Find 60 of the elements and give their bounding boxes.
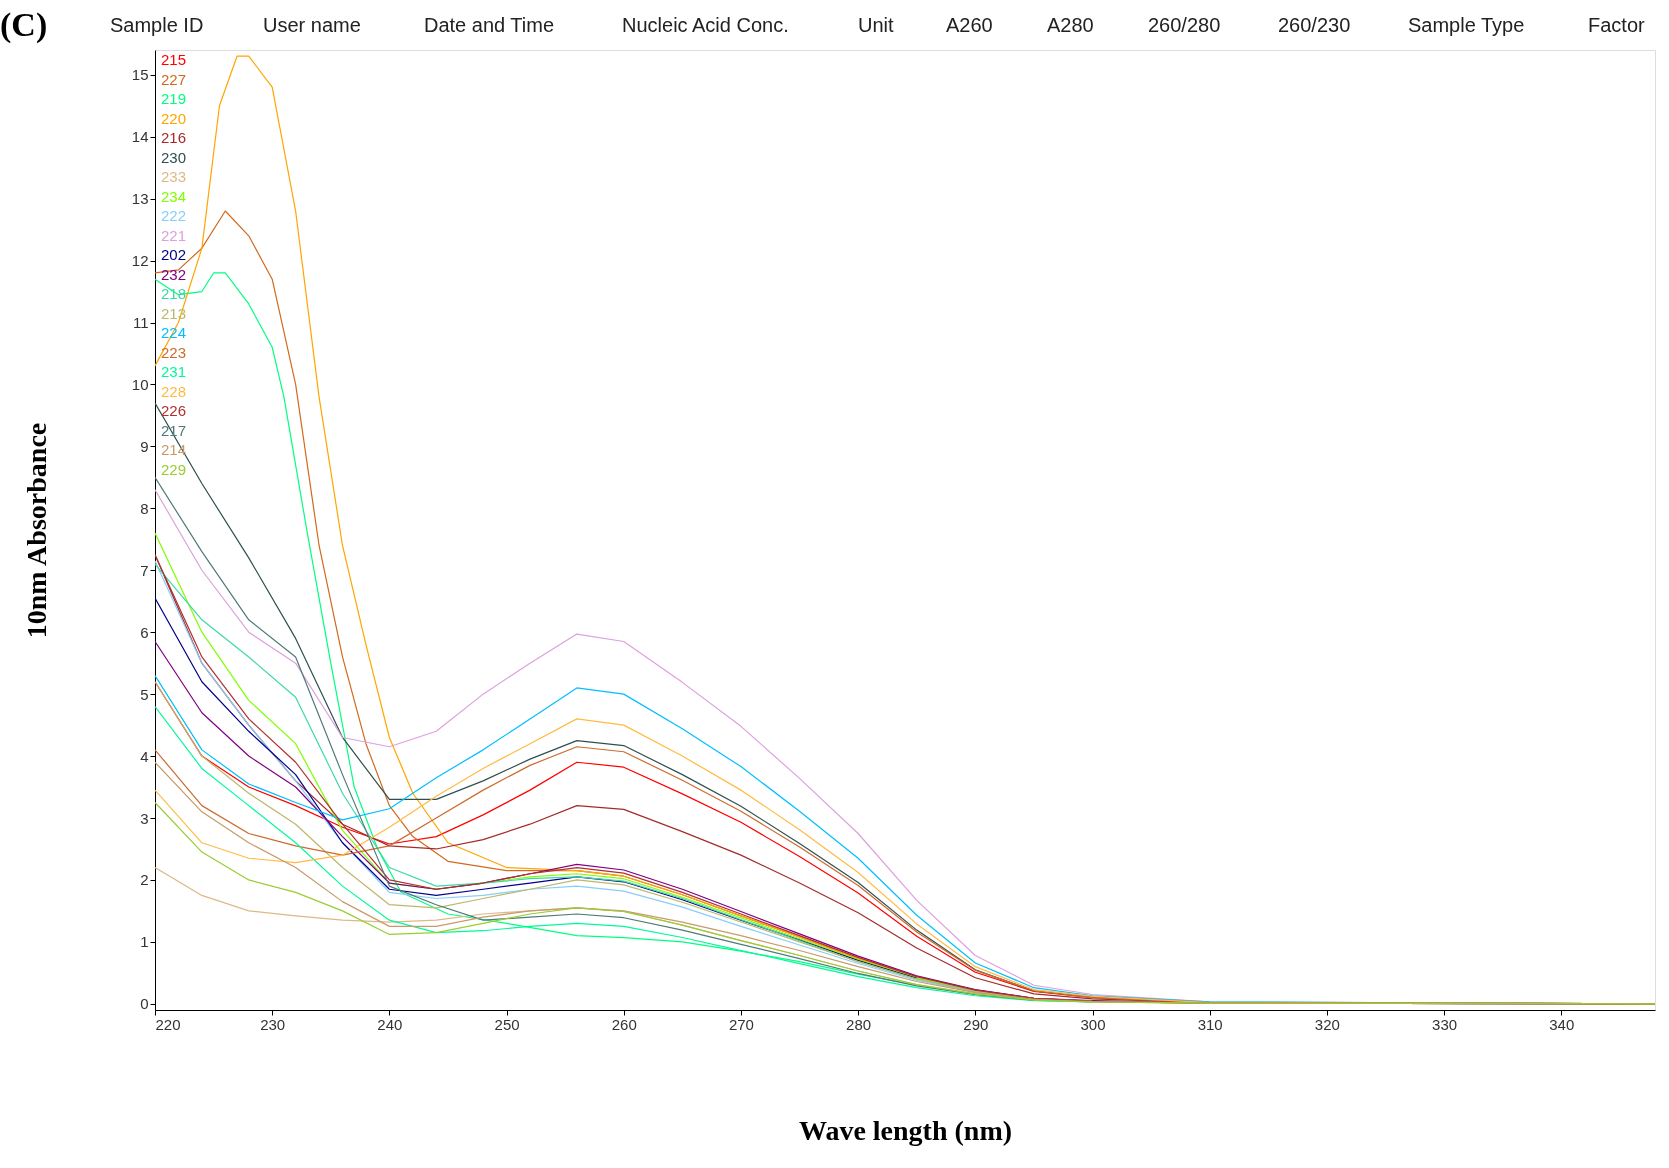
text: Nucleic Acid Conc. bbox=[622, 14, 789, 36]
text: 234 bbox=[161, 187, 187, 205]
y-tick-label: 0 bbox=[140, 995, 149, 1013]
x-tick-label: 340 bbox=[1549, 1015, 1575, 1033]
text: 232 bbox=[161, 265, 187, 283]
y-tick-label: 11 bbox=[132, 314, 149, 332]
text: 260/280 bbox=[1148, 14, 1221, 36]
x-tick-label: 330 bbox=[1432, 1015, 1458, 1033]
y-tick-label: 5 bbox=[140, 685, 149, 703]
text: 202 bbox=[161, 246, 187, 263]
text: 220 bbox=[161, 109, 187, 127]
y-tick-label: 4 bbox=[140, 747, 149, 765]
text: Sample ID bbox=[110, 14, 204, 36]
text: 223 bbox=[161, 343, 187, 361]
chart-title: (C) bbox=[0, 6, 48, 44]
text: 260/230 bbox=[1278, 14, 1351, 36]
y-tick-label: 15 bbox=[131, 66, 149, 84]
x-tick-label: 240 bbox=[377, 1015, 403, 1033]
text: Date and Time bbox=[424, 14, 555, 36]
x-tick-label: 270 bbox=[728, 1015, 754, 1033]
text: A280 bbox=[1047, 14, 1094, 36]
text: 226 bbox=[161, 402, 187, 419]
x-tick-label: 250 bbox=[494, 1015, 520, 1033]
y-tick-label: 1 bbox=[140, 933, 149, 951]
y-tick-label: 10 bbox=[131, 375, 149, 393]
x-tick-label: 220 bbox=[155, 1015, 181, 1033]
text: 215 bbox=[161, 51, 187, 68]
text: User name bbox=[263, 14, 361, 36]
text: 216 bbox=[161, 129, 187, 146]
text: 219 bbox=[161, 90, 187, 107]
y-tick-label: 9 bbox=[140, 437, 149, 455]
text: Sample Type bbox=[1408, 14, 1525, 36]
text: 229 bbox=[161, 460, 187, 478]
y-tick-label: 13 bbox=[131, 190, 149, 208]
text: 230 bbox=[161, 148, 187, 166]
x-tick-label: 320 bbox=[1314, 1015, 1340, 1033]
text: Unit bbox=[858, 14, 895, 36]
y-tick-label: 6 bbox=[140, 623, 149, 641]
y-axis-title: 10nm Absorbance bbox=[20, 422, 52, 639]
x-tick-label: 300 bbox=[1080, 1015, 1106, 1033]
text: Factor bbox=[1588, 14, 1646, 36]
text: 228 bbox=[161, 382, 187, 400]
y-tick-label: 7 bbox=[140, 561, 149, 579]
y-tick-label: 3 bbox=[140, 809, 149, 827]
text: 233 bbox=[161, 168, 187, 185]
y-tick-label: 14 bbox=[131, 128, 149, 146]
x-axis-title: Wave length (nm) bbox=[798, 1114, 1013, 1146]
text: 221 bbox=[161, 226, 187, 244]
y-tick-label: 8 bbox=[140, 499, 149, 517]
text: A260 bbox=[946, 14, 993, 36]
x-tick-label: 260 bbox=[611, 1015, 637, 1033]
y-tick-label: 2 bbox=[140, 871, 149, 889]
x-tick-label: 290 bbox=[963, 1015, 989, 1033]
text: 227 bbox=[161, 70, 187, 88]
x-tick-label: 230 bbox=[260, 1015, 286, 1033]
y-tick-label: 12 bbox=[131, 252, 149, 270]
x-tick-label: 310 bbox=[1197, 1015, 1223, 1033]
text: 231 bbox=[161, 363, 187, 380]
text: 222 bbox=[161, 207, 187, 224]
x-tick-label: 280 bbox=[846, 1015, 872, 1033]
